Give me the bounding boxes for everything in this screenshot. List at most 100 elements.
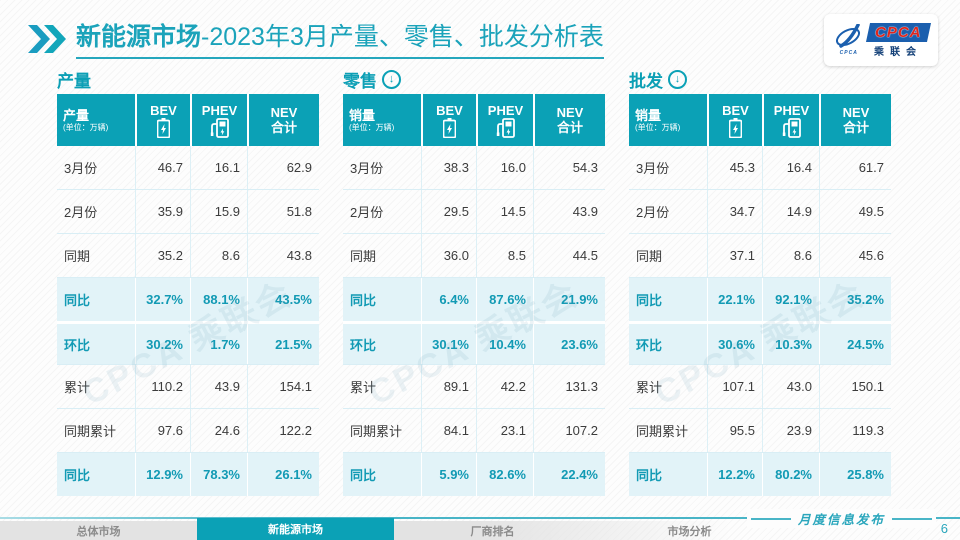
tab-manufacturer-ranking[interactable]: 厂商排名 [470, 525, 515, 538]
nev-value: 122.2 [247, 409, 319, 452]
row-label: 同期 [636, 249, 663, 264]
table-row-highlight: 环比 30.2% 1.7% 21.5% [57, 321, 319, 364]
battery-icon [443, 117, 456, 138]
wholesale-table-header: 销量 (单位：万辆) BEV PHEV [629, 94, 891, 146]
unit-label: (单位：万辆) [349, 122, 395, 132]
nev-value: 119.3 [819, 409, 891, 452]
table-row: 同期 35.2 8.6 43.8 [57, 233, 319, 277]
phev-value: 23.9 [762, 409, 819, 452]
phev-value: 43.9 [190, 365, 247, 408]
bev-value: 37.1 [707, 234, 762, 277]
down-arrow-icon: ↓ [382, 69, 401, 89]
nev-value: 62.9 [247, 146, 319, 189]
table-row-highlight: 同比 12.2% 80.2% 25.8% [629, 452, 891, 496]
logo-swoosh: CPCA [834, 24, 864, 56]
battery-icon [157, 117, 170, 138]
phev-value: 8.6 [190, 234, 247, 277]
row-label: 同期累计 [350, 424, 403, 439]
nev-value: 45.6 [819, 234, 891, 277]
phev-value: 87.6% [476, 278, 533, 321]
bev-value: 34.7 [707, 190, 762, 233]
phev-value: 24.6 [190, 409, 247, 452]
table-row: 同期 37.1 8.6 45.6 [629, 233, 891, 277]
nev-value: 150.1 [819, 365, 891, 408]
phev-value: 16.1 [190, 146, 247, 189]
nev-value: 43.5% [247, 278, 319, 321]
phev-value: 42.2 [476, 365, 533, 408]
nev-label: NEV [270, 105, 298, 120]
production-section-head: 产量 [57, 66, 319, 92]
nev-value: 22.4% [533, 453, 605, 496]
tab-overall-market[interactable]: 总体市场 [76, 525, 121, 538]
row-label: 同期 [350, 249, 377, 264]
col-header-metric: 销量 (单位：万辆) [343, 94, 421, 146]
production-table-header: 产量 (单位：万辆) BEV PHEV [57, 94, 319, 146]
wholesale-section-head: 批发 ↓ [629, 66, 891, 92]
table-row-highlight: 同比 5.9% 82.6% 22.4% [343, 452, 605, 496]
row-label: 累计 [64, 380, 91, 395]
bev-label: BEV [150, 102, 177, 118]
nev-label: NEV [842, 105, 870, 120]
bev-value: 32.7% [135, 278, 190, 321]
tab-market-analysis[interactable]: 市场分析 [667, 525, 712, 538]
retail-table: 零售 ↓ 销量 (单位：万辆) BEV PHEV [343, 66, 605, 496]
metric-label: 销量 [349, 107, 376, 123]
phev-value: 23.1 [476, 409, 533, 452]
phev-value: 10.4% [476, 324, 533, 364]
phev-value: 1.7% [190, 324, 247, 364]
nev-value: 154.1 [247, 365, 319, 408]
row-label: 同比 [64, 293, 91, 308]
nev-value: 43.9 [533, 190, 605, 233]
row-label: 同比 [350, 293, 377, 308]
page-title-rest: -2023年3月产量、零售、批发分析表 [201, 23, 604, 51]
table-row: 同期累计 95.5 23.9 119.3 [629, 408, 891, 452]
table-row-highlight: 环比 30.1% 10.4% 23.6% [343, 321, 605, 364]
table-row: 同期累计 84.1 23.1 107.2 [343, 408, 605, 452]
logo-cpca-text: CPCA [874, 23, 922, 41]
col-header-nev: NEV 合计 [533, 94, 605, 146]
bev-value: 12.9% [135, 453, 190, 496]
bev-value: 30.1% [421, 324, 476, 364]
charger-icon [210, 117, 229, 138]
bev-value: 97.6 [135, 409, 190, 452]
col-header-phev: PHEV [476, 94, 533, 146]
bev-value: 29.5 [421, 190, 476, 233]
bev-value: 38.3 [421, 146, 476, 189]
publication-text: 月度信息发布 [797, 512, 885, 527]
nev-value: 43.8 [247, 234, 319, 277]
col-header-metric: 销量 (单位：万辆) [629, 94, 707, 146]
tab-nev-market[interactable]: 新能源市场 [197, 518, 394, 540]
col-header-phev: PHEV [190, 94, 247, 146]
row-label: 同比 [64, 468, 91, 483]
publication-label: 月度信息发布 [746, 509, 936, 528]
charger-icon [496, 117, 515, 138]
battery-icon [729, 117, 742, 138]
phev-value: 88.1% [190, 278, 247, 321]
phev-value: 92.1% [762, 278, 819, 321]
charger-icon [782, 117, 801, 138]
table-row: 累计 110.2 43.9 154.1 [57, 364, 319, 408]
logo-text-block: CPCA 乘联会 [865, 22, 931, 58]
col-header-bev: BEV [707, 94, 762, 146]
nev-total-label: 合计 [270, 120, 297, 135]
phev-value: 80.2% [762, 453, 819, 496]
production-table: 产量 产量 (单位：万辆) BEV PHEV [57, 66, 319, 496]
header: 新能源市场-2023年3月产量、零售、批发分析表 CPCA CPCA 乘联会 [28, 14, 938, 66]
phev-value: 14.9 [762, 190, 819, 233]
row-label: 同比 [350, 468, 377, 483]
metric-label: 销量 [635, 107, 662, 123]
down-arrow-icon: ↓ [668, 69, 687, 89]
phev-value: 16.0 [476, 146, 533, 189]
row-label: 同比 [636, 293, 663, 308]
row-label: 累计 [636, 380, 663, 395]
phev-value: 43.0 [762, 365, 819, 408]
col-header-phev: PHEV [762, 94, 819, 146]
row-label: 同期累计 [64, 424, 117, 439]
wholesale-section-title: 批发 [629, 71, 663, 91]
phev-value: 15.9 [190, 190, 247, 233]
nev-label: NEV [556, 105, 584, 120]
row-label: 2月份 [64, 205, 98, 220]
phev-value: 16.4 [762, 146, 819, 189]
phev-value: 78.3% [190, 453, 247, 496]
